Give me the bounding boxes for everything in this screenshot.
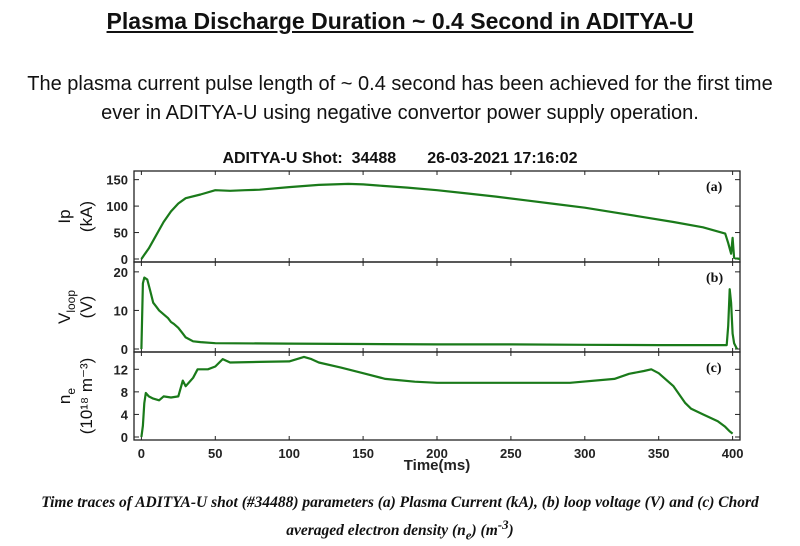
ytick-label: 150 xyxy=(106,173,128,188)
xtick-label: 300 xyxy=(574,446,596,461)
panel-frame-1 xyxy=(133,261,741,353)
ylabel-group-2: ne (10¹⁸ m⁻³) xyxy=(55,358,96,435)
ytick-label: 100 xyxy=(106,199,128,214)
xtick-label: 100 xyxy=(278,446,300,461)
panel-tag-2: (c) xyxy=(706,361,722,376)
ytick-label: 20 xyxy=(114,265,128,280)
figure-caption: Time traces of ADITYA-U shot (#34488) pa… xyxy=(6,492,794,546)
ylabel-subscript: loop xyxy=(64,290,78,313)
panel-frame-2 xyxy=(133,351,741,441)
ylabel-unit: (V) xyxy=(77,296,96,319)
axes-layer: 0 50 100 150 Ip (kA) (a) 0 10 20 Vloop (V) (b) 0 4 8 12 n… xyxy=(55,170,744,474)
ytick-label: 8 xyxy=(121,385,128,400)
ytick-label: 10 xyxy=(114,303,128,318)
ytick-label: 0 xyxy=(121,252,128,267)
xtick-label: 0 xyxy=(138,446,145,461)
ylabel-main: ne xyxy=(55,388,78,404)
caption-prefix: averaged electron density (n xyxy=(286,522,466,540)
caption-sub: e xyxy=(465,527,472,543)
series-line-Ip xyxy=(140,182,741,261)
ylabel-main-text: Ip xyxy=(55,209,74,223)
ytick-label: 0 xyxy=(121,342,128,357)
caption-mid: ) (m xyxy=(471,522,498,540)
caption-line-2: averaged electron density (ne) (m-3) xyxy=(6,514,794,546)
ylabel-main-text: V xyxy=(55,312,74,324)
xtick-label: 200 xyxy=(426,446,448,461)
series-line-Vloop xyxy=(140,276,738,350)
xtick-label: 150 xyxy=(352,446,374,461)
chart-title: ADITYA-U Shot: 34488 26-03-2021 17:16:02 xyxy=(222,150,578,167)
xtick-label: 50 xyxy=(208,446,222,461)
ylabel-main-text: n xyxy=(55,395,74,404)
ylabel-main: Vloop xyxy=(55,290,78,324)
page-description: The plasma current pulse length of ~ 0.4… xyxy=(27,73,773,124)
ytick-label: 12 xyxy=(114,362,128,377)
ylabel-group-0: Ip (kA) xyxy=(55,201,96,232)
ylabel-subscript: e xyxy=(64,388,78,395)
caption-line-1: Time traces of ADITYA-U shot (#34488) pa… xyxy=(41,494,759,511)
ytick-label: 50 xyxy=(114,226,128,241)
xtick-label: 400 xyxy=(722,446,744,461)
ylabel-unit: (10¹⁸ m⁻³) xyxy=(77,358,96,435)
ytick-label: 0 xyxy=(121,430,128,445)
panel-tag-0: (a) xyxy=(706,180,723,195)
ytick-label: 4 xyxy=(121,407,129,422)
xtick-label: 350 xyxy=(648,446,670,461)
panel-frame-0 xyxy=(133,170,741,263)
series-layer xyxy=(140,182,741,438)
page-title: Plasma Discharge Duration ~ 0.4 Second i… xyxy=(106,8,694,34)
caption-sup: -3 xyxy=(497,517,509,532)
ylabel-unit: (kA) xyxy=(77,201,96,232)
ylabel-main: Ip xyxy=(55,209,74,223)
time-trace-chart: 0 50 100 150 Ip (kA) (a) 0 10 20 Vloop (V) (b) 0 4 8 12 n… xyxy=(55,170,744,474)
caption-suffix: ) xyxy=(508,522,514,540)
x-axis-label: Time(ms) xyxy=(404,457,470,474)
series-line-ne xyxy=(140,355,734,438)
panel-tag-1: (b) xyxy=(706,271,723,286)
xtick-label: 250 xyxy=(500,446,522,461)
ylabel-group-1: Vloop (V) xyxy=(55,290,96,324)
